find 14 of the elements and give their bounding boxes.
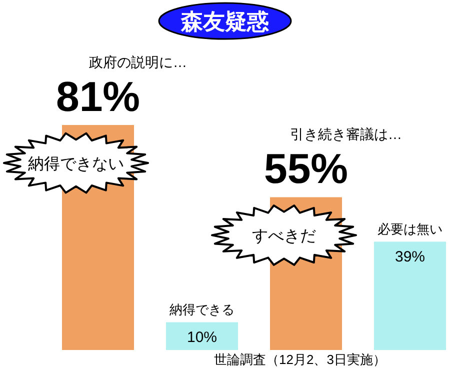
x-tick-label: 納得できる (170, 302, 234, 318)
x-tick-label: すべきだ (252, 228, 316, 246)
bar (374, 242, 446, 350)
data-label: 39% (394, 248, 426, 266)
data-label: 55% (264, 145, 348, 192)
text: 政府の説明に… (89, 54, 187, 70)
bar (166, 322, 238, 350)
data-label: 10% (186, 329, 218, 346)
text: 世論調査（12月2、3日実施） (214, 352, 386, 367)
x-tick-label: 必要は無い (378, 222, 442, 237)
x-tick-label: 納得できない (28, 156, 124, 173)
annotation: 引き続き審議は… (290, 126, 402, 142)
chart-title: 森友疑惑 (180, 9, 269, 34)
data-label: 81% (56, 73, 140, 120)
